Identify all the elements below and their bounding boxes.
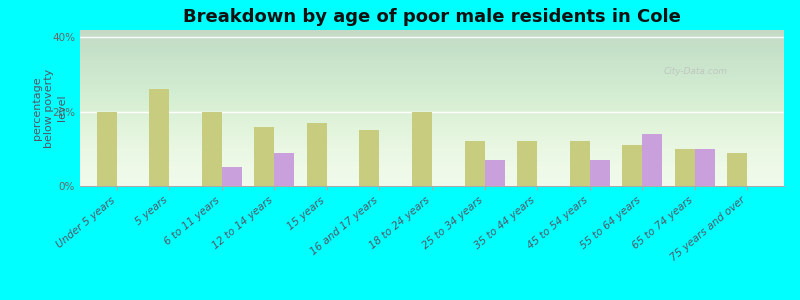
Bar <box>412 112 432 186</box>
Bar <box>517 141 537 186</box>
Bar <box>254 127 274 186</box>
Bar <box>570 141 590 186</box>
Y-axis label: percentage
below poverty
level: percentage below poverty level <box>32 68 66 148</box>
Bar <box>359 130 379 186</box>
Bar <box>727 153 747 186</box>
Bar <box>274 153 294 186</box>
Bar <box>150 89 170 186</box>
Bar <box>307 123 327 186</box>
Bar <box>485 160 505 186</box>
Bar <box>622 145 642 186</box>
Bar <box>642 134 662 186</box>
Bar <box>202 112 222 186</box>
Bar <box>97 112 117 186</box>
Bar <box>590 160 610 186</box>
Bar <box>694 149 714 186</box>
Title: Breakdown by age of poor male residents in Cole: Breakdown by age of poor male residents … <box>183 8 681 26</box>
Bar <box>465 141 485 186</box>
Text: City-Data.com: City-Data.com <box>664 68 728 76</box>
Bar <box>222 167 242 186</box>
Bar <box>674 149 694 186</box>
